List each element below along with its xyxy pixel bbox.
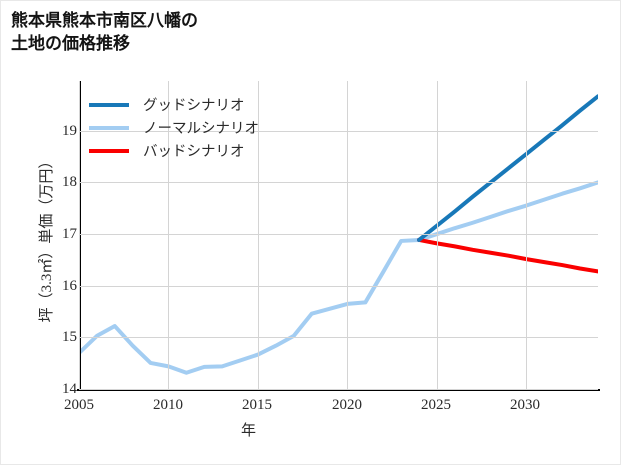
x-tick-label-2030: 2030 [510,397,540,413]
x-axis-spine [77,389,600,391]
gridline-x-2005 [79,81,80,389]
gridline-y-19 [79,131,598,132]
gridline-x-2010 [168,81,169,389]
legend-item-normal[interactable]: ノーマルシナリオ [89,116,259,139]
y-axis-spine [79,81,81,389]
y-tick-label-19: 19 [62,123,77,139]
y-tick-label-17: 17 [62,226,77,242]
legend-label-good: グッドシナリオ [143,98,245,114]
legend-swatch-bad [89,148,129,153]
gridline-y-18 [79,182,598,183]
x-tick-label-2005: 2005 [64,397,94,413]
x-tick-label-2015: 2015 [242,397,272,413]
gridline-y-16 [79,286,598,287]
series-canvas [79,94,598,375]
plot-area [77,81,600,391]
x-axis-title: 年 [240,423,256,439]
y-tick-label-18: 18 [62,174,77,190]
gridline-x-2015 [258,81,259,389]
x-axis-title-wrapper: 年 [1,419,621,440]
y-tick-label-14: 14 [62,381,77,397]
gridline-x-2030 [526,81,527,389]
y-tick-label-16: 16 [62,278,77,294]
x-tick-label-2025: 2025 [421,397,451,413]
legend-item-good[interactable]: グッドシナリオ [89,93,259,116]
series-line-normal [79,180,598,375]
legend-item-bad[interactable]: バッドシナリオ [89,139,259,162]
series-line-good [417,94,598,242]
legend-swatch-good [89,102,129,107]
legend-label-normal: ノーマルシナリオ [143,121,259,137]
y-tick-label-15: 15 [62,329,77,345]
series-line-bad [417,237,598,274]
gridline-y-15 [79,337,598,338]
x-tick-label-2020: 2020 [332,397,362,413]
gridline-y-14 [79,389,598,390]
gridline-x-2020 [347,81,348,389]
gridline-x-2025 [437,81,438,389]
x-tick-label-2010: 2010 [153,397,183,413]
legend-label-bad: バッドシナリオ [143,144,245,160]
chart-legend: グッドシナリオ ノーマルシナリオ バッドシナリオ [89,93,259,162]
gridline-y-17 [79,234,598,235]
chart-title: 熊本県熊本市南区八幡の 土地の価格推移 [11,11,198,53]
legend-swatch-normal [89,125,129,130]
